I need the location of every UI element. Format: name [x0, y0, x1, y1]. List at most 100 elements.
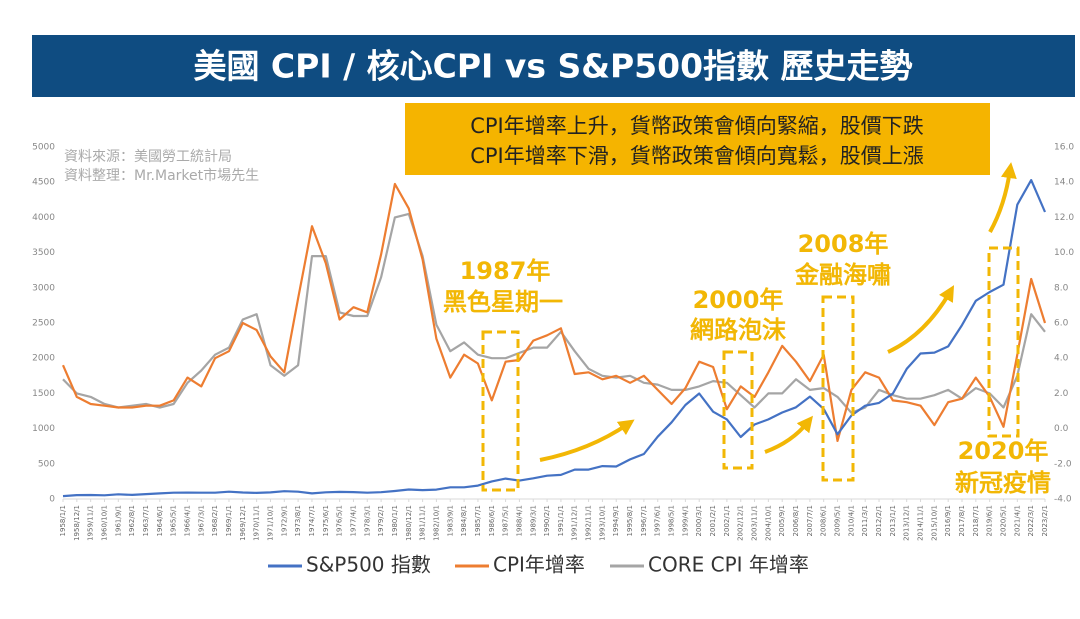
legend-label: CPI年增率 [493, 553, 585, 577]
y2-tick-label: 0.0 [1054, 424, 1069, 434]
x-tick-label: 2008/6/1 [820, 505, 828, 536]
x-tick-label: 1963/7/1 [142, 505, 150, 536]
callout-box [405, 103, 990, 175]
event-label: 金融海嘯 [794, 261, 891, 289]
y2-tick-label: 14.0 [1054, 178, 1074, 188]
source-note: 資料來源：美國勞工統計局 [64, 149, 232, 165]
x-tick-label: 1958/12/1 [73, 505, 81, 541]
x-tick-label: 2004/10/1 [764, 505, 772, 541]
y2-tick-label: -2.0 [1054, 459, 1072, 469]
x-tick-label: 1978/3/1 [363, 505, 371, 536]
chart-title: 美國 CPI / 核心CPI vs S&P500指數 歷史走勢 [193, 47, 912, 86]
x-tick-label: 2010/4/1 [847, 505, 855, 536]
x-tick-label: 2001/2/1 [709, 505, 717, 536]
arrow [539, 419, 635, 462]
x-tick-label: 1966/4/1 [183, 505, 191, 536]
x-tick-label: 1993/10/1 [598, 505, 606, 541]
y-tick-label: 5000 [32, 143, 55, 153]
x-tick-label: 1964/6/1 [156, 505, 164, 536]
x-tick-label: 1973/8/1 [294, 505, 302, 536]
x-tick-label: 1972/9/1 [280, 505, 288, 536]
event-label: 黑色星期一 [443, 288, 563, 316]
x-tick-label: 1986/6/1 [488, 505, 496, 536]
x-tick-label: 1962/8/1 [128, 505, 136, 536]
x-tick-label: 1958/1/1 [59, 505, 67, 536]
x-tick-label: 1985/7/1 [474, 505, 482, 536]
x-tick-label: 1969/12/1 [239, 505, 247, 541]
arrow [887, 285, 955, 354]
x-tick-label: 1984/8/1 [460, 505, 468, 536]
annotations: 1987年 黑色星期一 2000年 網路泡沫 2008年 金融海嘯 2020年 … [441, 162, 1053, 499]
x-tick-label: 2009/5/1 [834, 505, 842, 536]
title-banner [32, 35, 1075, 97]
y-tick-label: 1500 [32, 389, 55, 399]
x-tick-label: 1995/8/1 [626, 505, 634, 536]
x-tick-label: 2015/10/1 [930, 505, 938, 541]
y2-tick-label: 12.0 [1054, 213, 1074, 223]
y2-tick-label: -4.0 [1054, 495, 1072, 505]
x-tick-label: 1977/4/1 [349, 505, 357, 536]
x-tick-label: 1979/2/1 [377, 505, 385, 536]
x-tick-label: 2016/9/1 [944, 505, 952, 536]
x-tick-label: 1975/6/1 [322, 505, 330, 536]
callout-text: CPI年增率下滑，貨幣政策會傾向寬鬆，股價上漲 [470, 144, 924, 168]
y-tick-label: 2000 [32, 354, 55, 364]
x-tick-label: 2000/3/1 [695, 505, 703, 536]
x-tick-label: 2022/3/1 [1027, 505, 1035, 536]
event-label: 新冠疫情 [955, 469, 1051, 497]
y2-tick-label: 10.0 [1054, 248, 1074, 258]
x-tick-label: 1989/3/1 [529, 505, 537, 536]
y2-tick-label: 4.0 [1054, 354, 1069, 364]
plot-area: 0 500 1000 1500 2000 2500 3000 3500 4000 4500 5000… [32, 143, 1074, 541]
callout-text: CPI年增率上升，貨幣政策會傾向緊縮，股價下跌 [470, 114, 924, 138]
x-tick-label: 1990/2/1 [543, 505, 551, 536]
x-tick-label: 1988/4/1 [515, 505, 523, 536]
x-tick-label: 2006/8/1 [792, 505, 800, 536]
x-tick-label: 1965/5/1 [170, 505, 178, 536]
y-tick-label: 4000 [32, 213, 55, 223]
x-tick-label: 1980/12/1 [405, 505, 413, 541]
x-tick-label: 2007/7/1 [806, 505, 814, 536]
x-tick-label: 2018/7/1 [972, 505, 980, 536]
y-tick-label: 3000 [32, 283, 55, 293]
x-tick-label: 1968/2/1 [211, 505, 219, 536]
y-tick-label: 3500 [32, 248, 55, 258]
x-tick-label: 2003/11/1 [751, 505, 759, 541]
x-tick-label: 1974/7/1 [308, 505, 316, 536]
y-tick-label: 500 [38, 459, 55, 469]
series-line [62, 212, 1046, 414]
x-tick-label: 1991/12/1 [571, 505, 579, 541]
y2-tick-label: 2.0 [1054, 389, 1069, 399]
x-tick-label: 2017/8/1 [958, 505, 966, 536]
event-label: 2008年 [798, 230, 889, 258]
series-line [62, 179, 1047, 498]
y2-tick-label: 16.0 [1054, 143, 1074, 153]
x-tick-label: 1971/10/1 [266, 505, 274, 541]
x-tick-label: 2014/11/1 [917, 505, 925, 541]
event-label: 網路泡沫 [690, 316, 787, 344]
x-tick-label: 2020/5/1 [1000, 505, 1008, 536]
y-tick-label: 4500 [32, 178, 55, 188]
x-tick-label: 1997/6/1 [654, 505, 662, 536]
source-note: 資料整理：Mr.Market市場先生 [64, 167, 259, 184]
x-tick-label: 1981/11/1 [419, 505, 427, 541]
x-tick-label: 1998/5/1 [668, 505, 676, 536]
x-tick-label: 2011/3/1 [861, 505, 869, 536]
x-tick-label: 1967/3/1 [197, 505, 205, 536]
event-label: 2020年 [958, 437, 1049, 465]
event-box [987, 246, 1020, 438]
x-tick-label: 1996/7/1 [640, 505, 648, 536]
x-tick-label: 2013/1/1 [889, 505, 897, 536]
x-tick-label: 1976/5/1 [336, 505, 344, 536]
x-tick-label: 2013/12/1 [903, 505, 911, 541]
x-tick-label: 1999/4/1 [681, 505, 689, 536]
event-label: 1987年 [460, 257, 551, 285]
x-tick-label: 2021/4/1 [1013, 505, 1021, 536]
x-tick-label: 1994/9/1 [612, 505, 620, 536]
arrow [764, 415, 813, 454]
x-tick-label: 1970/11/1 [253, 505, 261, 541]
x-tick-label: 2012/2/1 [875, 505, 883, 536]
x-tick-label: 1983/9/1 [446, 505, 454, 536]
x-tick-label: 1992/11/1 [585, 505, 593, 541]
